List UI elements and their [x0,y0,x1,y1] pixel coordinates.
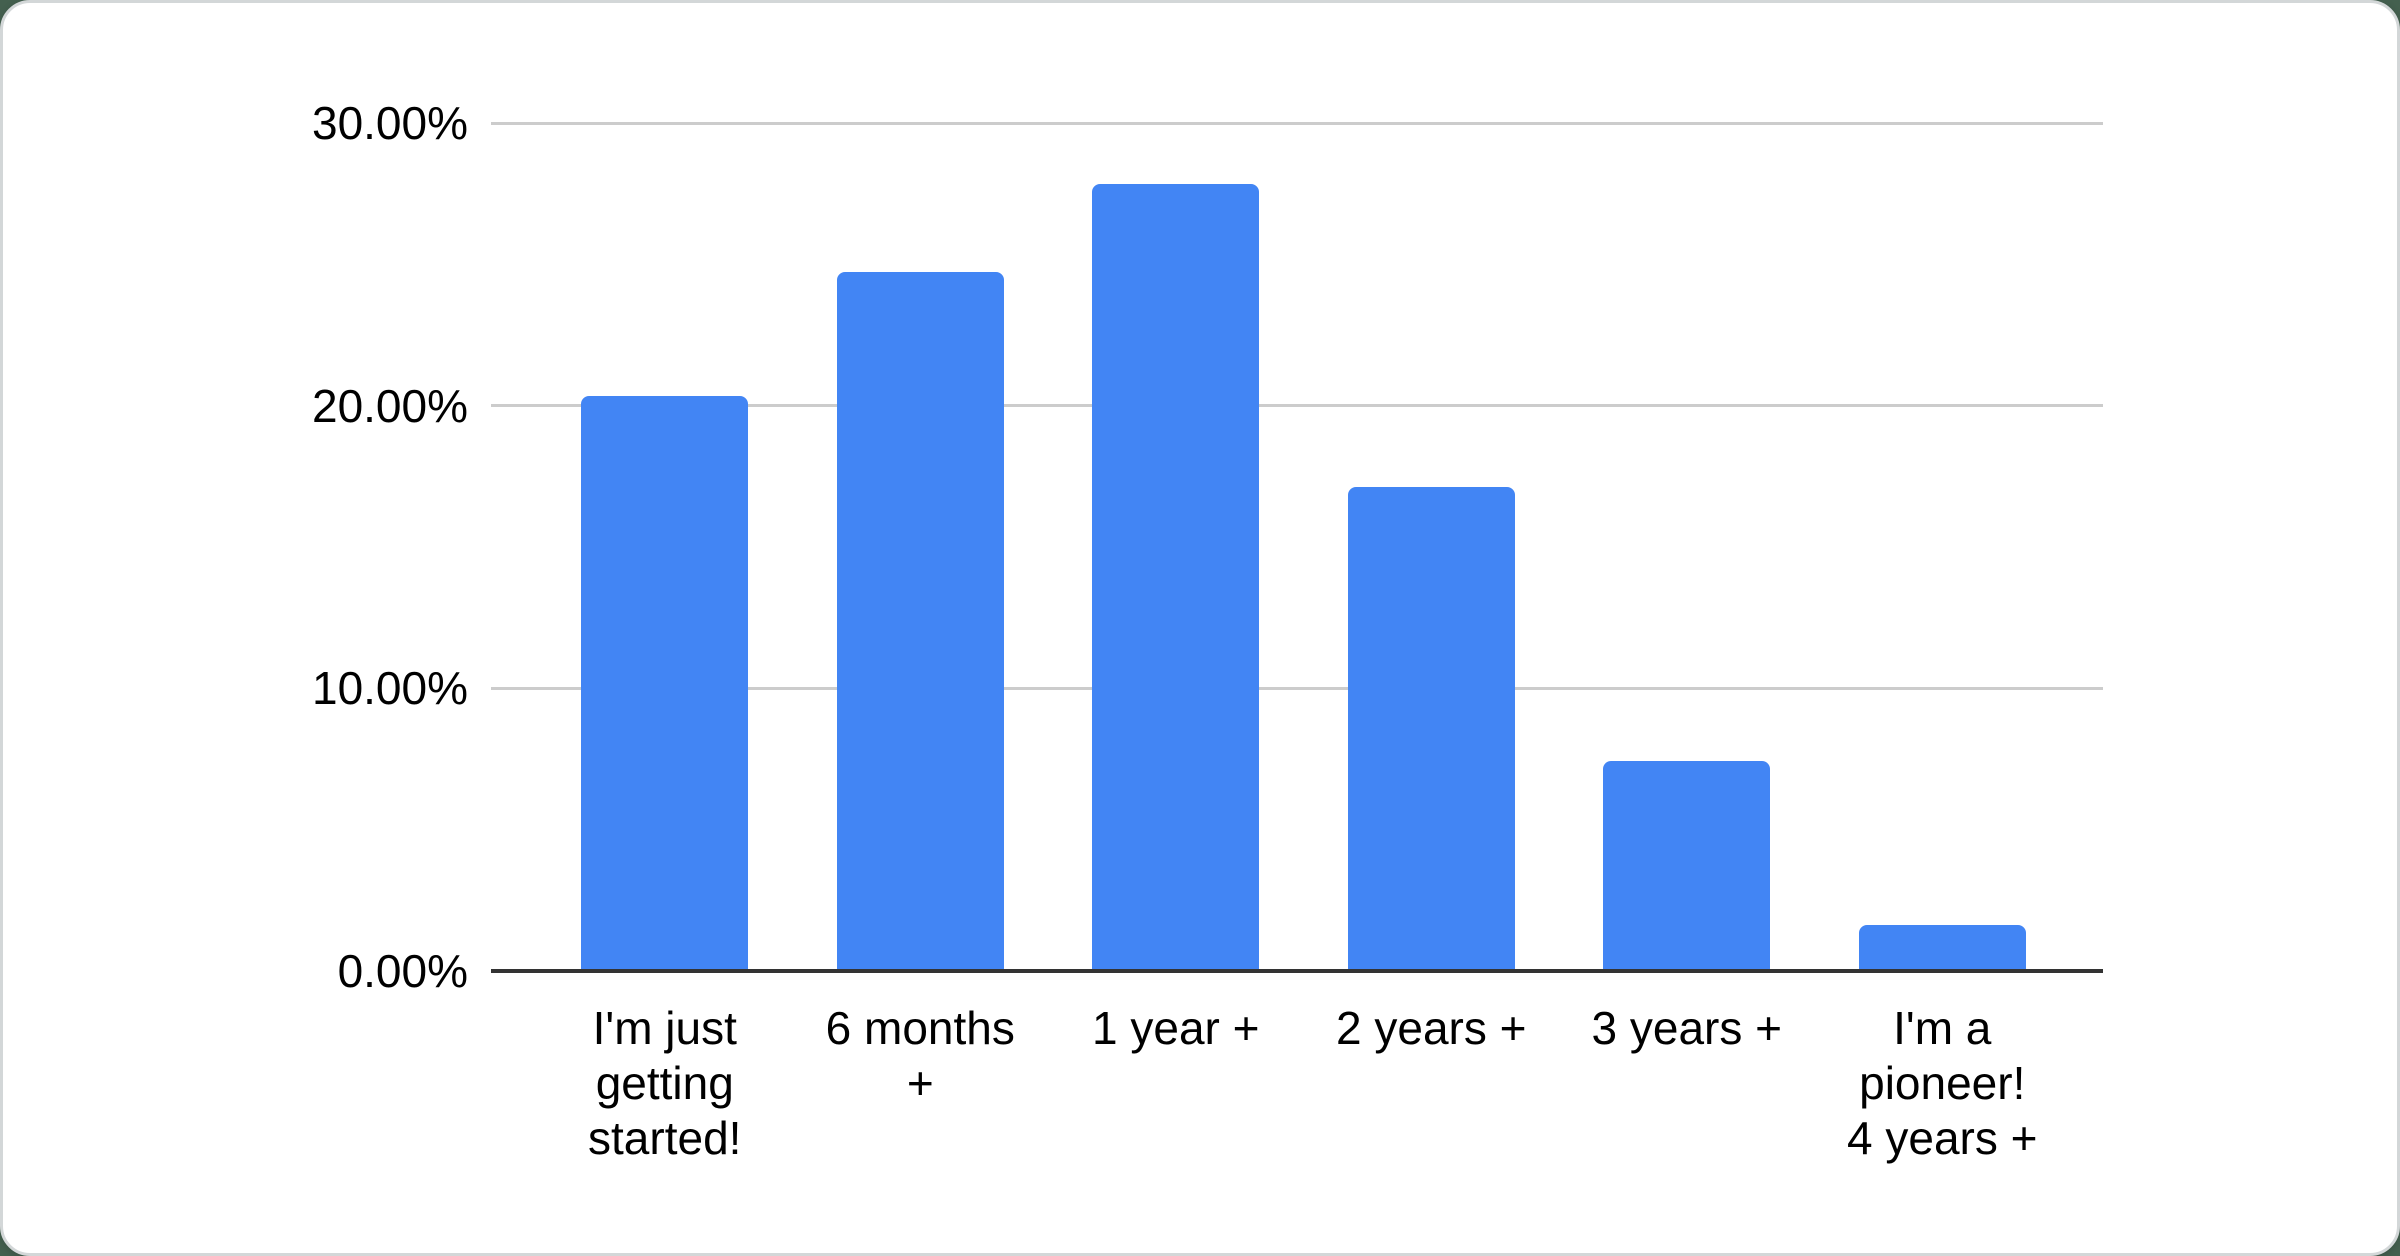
bar-3-years[interactable] [1603,761,1771,973]
gridline-30pct [491,121,2103,125]
gridline-20pct [491,404,2103,408]
x-category-label-4: 3 years + [1591,1002,1783,1054]
y-tick-label-0pct: 0.00% [337,945,468,997]
bar-6-months[interactable] [836,271,1004,973]
x-category-label-3: 2 years + [1336,1002,1527,1054]
gridline-10pct [491,686,2103,690]
bar-1-year[interactable] [1092,184,1260,973]
bar-chart: 0.00% 10.00% 20.00% 30.00% I'm just getting … [3,3,2397,1253]
y-tick-label-30pct: 30.00% [311,97,468,149]
x-category-label-2: 1 year + [1092,1002,1260,1054]
bar-i-m-just-getting-started[interactable] [581,396,749,973]
x-category-label-1: 6 months + [825,1002,1015,1109]
bar-2-years[interactable] [1347,486,1515,973]
x-category-label-5: I'm a pioneer! 4 years + [1847,1002,2038,1164]
x-axis-baseline [491,969,2103,973]
x-category-label-0: I'm just getting started! [588,1002,742,1164]
y-tick-label-10pct: 10.00% [311,662,468,715]
y-tick-label-20pct: 20.00% [311,379,468,432]
bar-i-m-a-pioneer-4-years[interactable] [1858,924,2026,973]
